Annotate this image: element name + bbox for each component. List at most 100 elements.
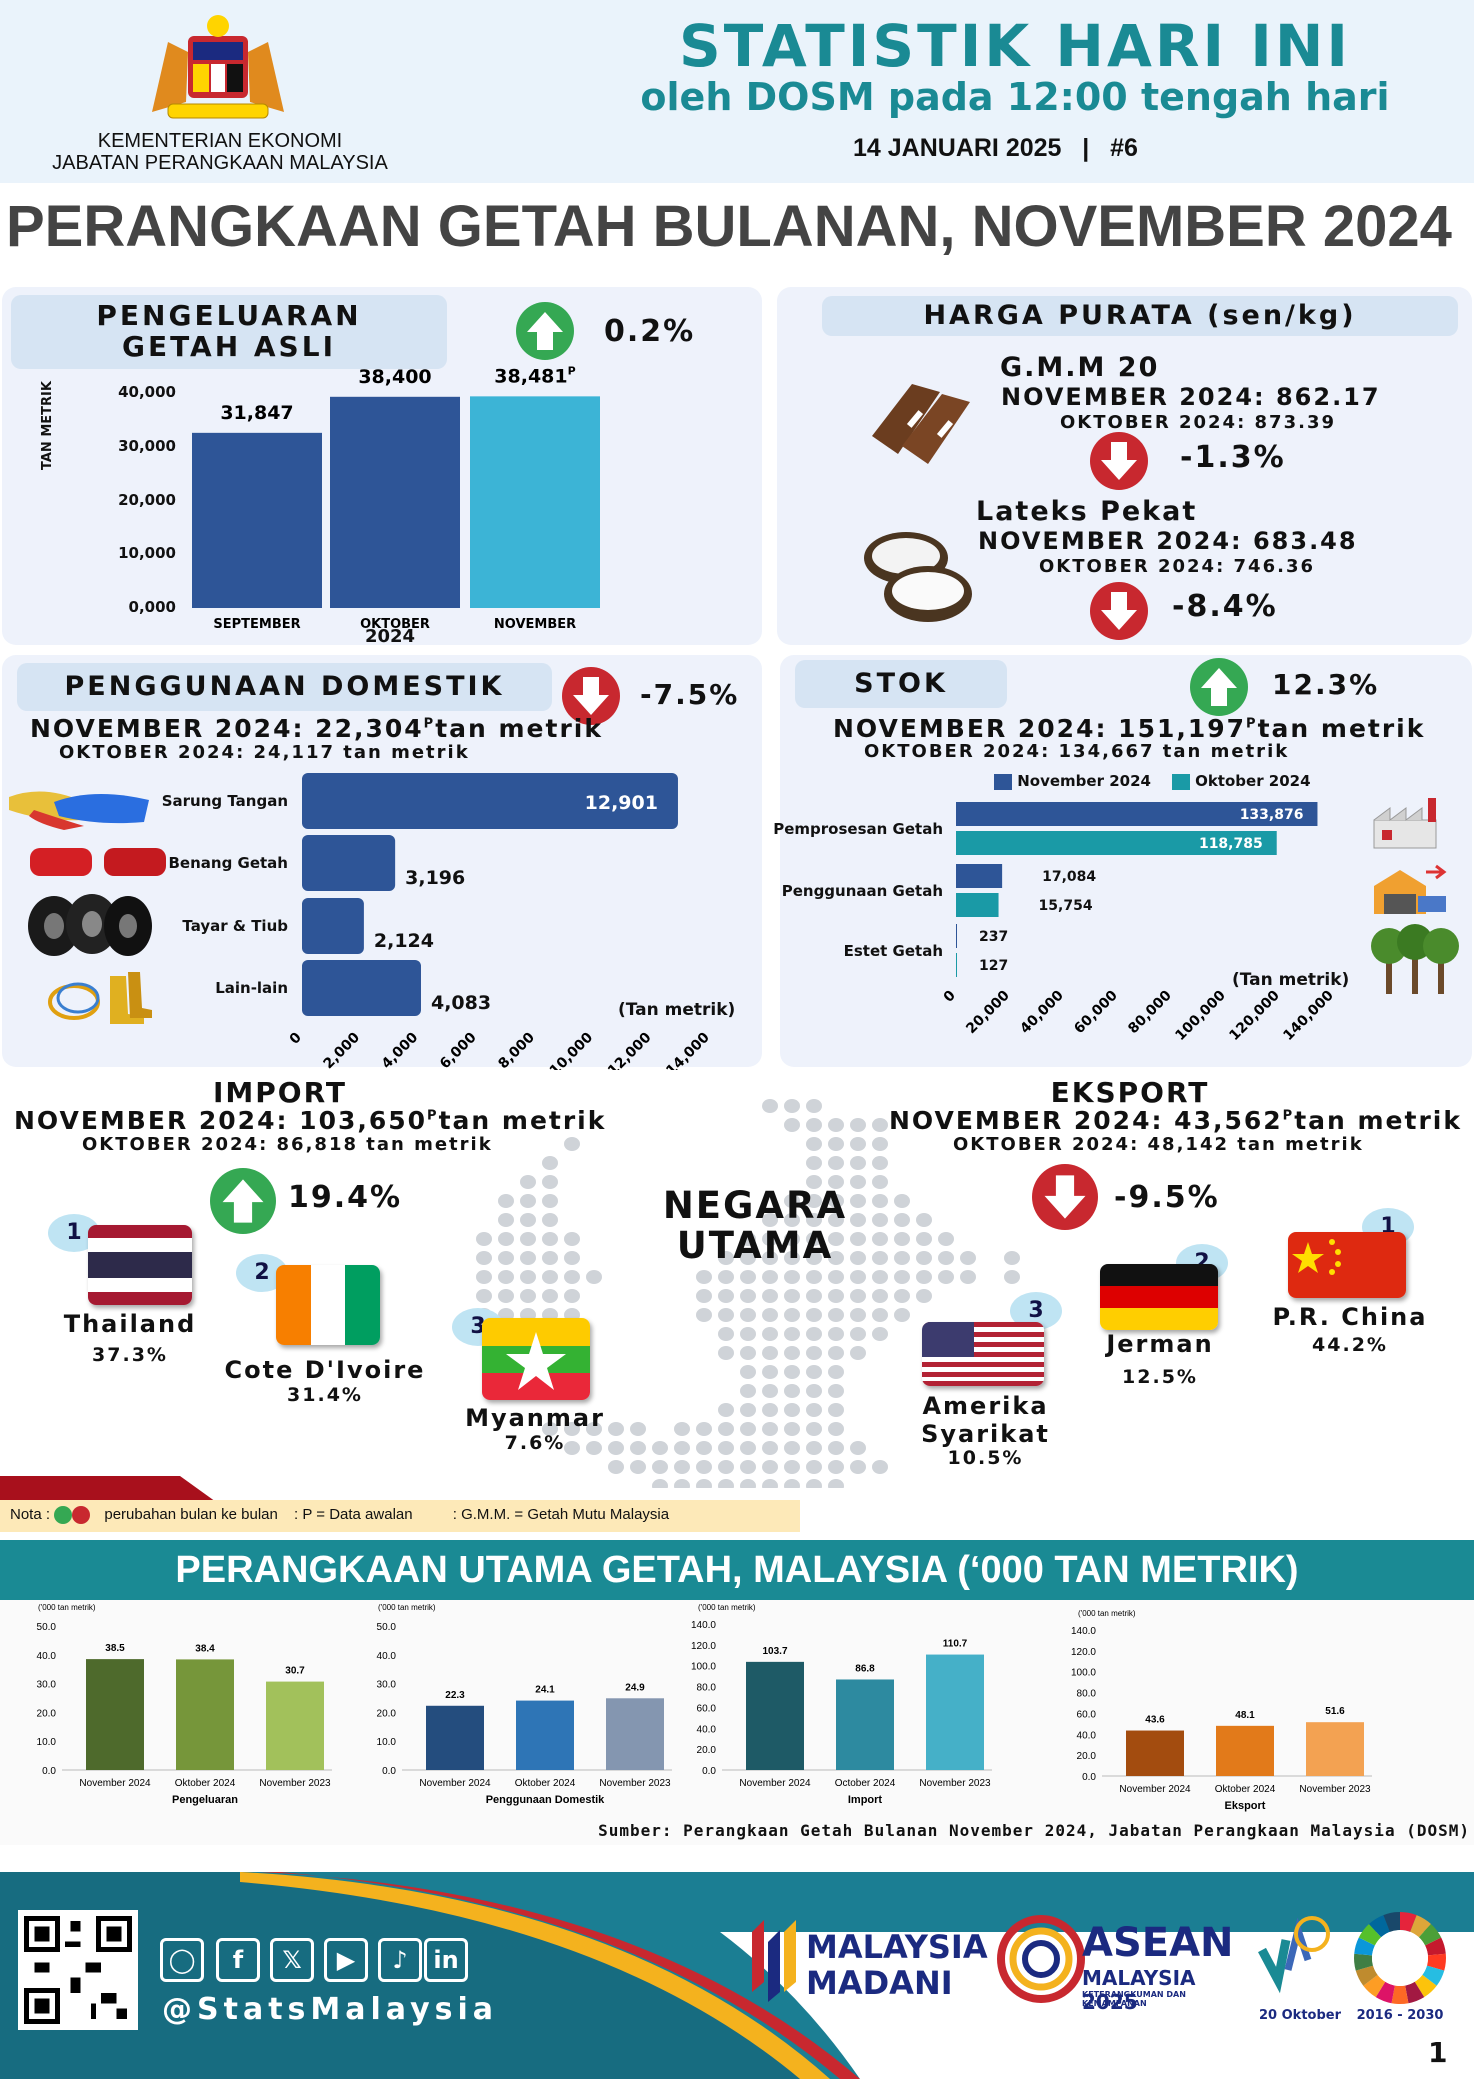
- map-dot: [762, 1232, 778, 1246]
- map-dot: [960, 1270, 976, 1284]
- gmm-oktober: OKTOBER 2024: 873.39: [1060, 412, 1336, 433]
- map-dot: [718, 1289, 734, 1303]
- map-dot: [498, 1270, 514, 1284]
- map-dot: [696, 1460, 712, 1474]
- summary-banner: PERANGKAAN UTAMA GETAH, MALAYSIA (‘000 T…: [0, 1540, 1474, 1600]
- map-dot: [542, 1194, 558, 1208]
- mini-chart-y-tick: 40.0: [697, 1724, 717, 1735]
- map-dot: [696, 1289, 712, 1303]
- stock-category-label: Estet Getah: [843, 942, 943, 960]
- import-november: NOVEMBER 2024: 103,650Ptan metrik: [14, 1106, 606, 1135]
- production-y-tick: 0,000: [128, 598, 176, 616]
- social-handle[interactable]: @StatsMalaysia: [162, 1992, 499, 2027]
- sdg-segment: [1383, 1912, 1400, 1932]
- domestic-oktober: OKTOBER 2024: 24,117 tan metrik: [59, 742, 470, 763]
- import-country-share: 37.3%: [92, 1344, 168, 1366]
- domestic-bar-value: 12,901: [585, 792, 658, 814]
- map-dot: [784, 1270, 800, 1284]
- sdg-segment: [1354, 1937, 1375, 1956]
- mini-chart-value: 103.7: [762, 1646, 787, 1657]
- export-november: NOVEMBER 2024: 43,562Ptan metrik: [889, 1106, 1462, 1135]
- stock-x-tick: 40,000: [1017, 987, 1067, 1037]
- map-dot: [872, 1460, 888, 1474]
- domestic-x-tick: 0: [287, 1029, 305, 1047]
- sdg-segment: [1405, 1981, 1425, 2004]
- main-title: PERANGKAAN GETAH BULANAN, NOVEMBER 2024: [6, 194, 1452, 259]
- youtube-icon[interactable]: ▶: [324, 1938, 368, 1982]
- mini-chart-y-tick: 0.0: [1082, 1772, 1096, 1783]
- thread-spool-icon: [24, 840, 174, 882]
- mini-chart-y-tick: 80.0: [1077, 1689, 1097, 1700]
- instagram-icon[interactable]: ◯: [160, 1938, 204, 1982]
- mini-chart-x-tick: November 2024: [739, 1778, 811, 1789]
- mini-chart-bar: [176, 1659, 234, 1770]
- latex-name: Lateks Pekat: [976, 496, 1198, 527]
- sdg-segment: [1422, 1965, 1445, 1986]
- mini-chart-unit: ('000 tan metrik): [38, 1603, 96, 1612]
- sdg-segment: [1363, 1974, 1386, 1998]
- map-dot: [850, 1251, 866, 1265]
- map-dot: [564, 1251, 580, 1265]
- stock-bar: [956, 924, 957, 948]
- map-dot: [608, 1441, 624, 1455]
- gloves-icon: [4, 782, 154, 832]
- map-dot: [784, 1479, 800, 1488]
- mini-chart-bar: [606, 1698, 664, 1770]
- mini-chart-y-tick: 40.0: [37, 1651, 57, 1662]
- latex-oktober: OKTOBER 2024: 746.36: [1039, 556, 1315, 577]
- tiktok-icon[interactable]: ♪: [378, 1938, 422, 1982]
- domestic-november: NOVEMBER 2024: 22,304Ptan metrik: [30, 714, 603, 743]
- import-country-name: Myanmar: [465, 1404, 605, 1432]
- map-dot: [498, 1194, 514, 1208]
- stock-x-tick: 100,000: [1172, 987, 1229, 1044]
- map-dot: [696, 1308, 712, 1322]
- map-dot: [476, 1289, 492, 1303]
- sdg-segment: [1391, 1985, 1409, 2004]
- map-dot: [894, 1251, 910, 1265]
- production-y-tick: 10,000: [118, 544, 176, 562]
- export-oktober: OKTOBER 2024: 48,142 tan metrik: [953, 1134, 1364, 1155]
- mini-chart-bar: [86, 1659, 144, 1770]
- map-dot: [762, 1270, 778, 1284]
- map-dot: [762, 1289, 778, 1303]
- map-dot: [784, 1346, 800, 1360]
- map-dot: [784, 1251, 800, 1265]
- map-dot: [784, 1422, 800, 1436]
- gmm-change: -1.3%: [1180, 440, 1286, 475]
- map-dot: [872, 1251, 888, 1265]
- header-date-line: 14 JANUARI 2025 | #6: [853, 134, 1138, 163]
- mini-chart-value: 30.7: [285, 1666, 305, 1677]
- mini-chart-y-tick: 40.0: [377, 1651, 397, 1662]
- mini-chart-value: 38.4: [195, 1643, 215, 1654]
- linkedin-icon[interactable]: in: [424, 1938, 468, 1982]
- stock-chart: 133,876 17,084 237 118,785 15,754 127 0 20,000 4…: [941, 802, 1337, 1044]
- export-country-share: 12.5%: [1122, 1366, 1198, 1388]
- map-dot: [762, 1251, 778, 1265]
- header-date: 14 JANUARI 2025: [853, 134, 1062, 162]
- madani-line1: MALAYSIA: [806, 1928, 988, 1966]
- mini-chart-y-tick: 120.0: [691, 1641, 716, 1652]
- map-dot: [784, 1308, 800, 1322]
- map-dot: [740, 1270, 756, 1284]
- stock-bar-value: 17,084: [1042, 869, 1096, 885]
- tyre-icon: [24, 888, 154, 958]
- mini-chart-y-tick: 0.0: [42, 1766, 56, 1777]
- map-dot: [806, 1479, 822, 1488]
- map-dot: [762, 1422, 778, 1436]
- facebook-icon[interactable]: f: [216, 1938, 260, 1982]
- mini-chart-x-tick: November 2024: [1119, 1784, 1191, 1795]
- map-dot: [674, 1460, 690, 1474]
- mini-chart-y-tick: 50.0: [377, 1622, 397, 1633]
- map-dot: [828, 1403, 844, 1417]
- mini-chart-x-tick: Oktober 2024: [175, 1778, 236, 1789]
- mini-chart-bar: [836, 1679, 894, 1770]
- x-twitter-icon[interactable]: 𝕏: [270, 1938, 314, 1982]
- map-dot: [564, 1137, 580, 1151]
- map-dot: [696, 1479, 712, 1488]
- map-dot: [762, 1441, 778, 1455]
- map-dot: [784, 1403, 800, 1417]
- map-dot: [806, 1118, 822, 1132]
- import-up-arrow-icon: [210, 1168, 276, 1234]
- production-y-tick: 40,000: [118, 383, 176, 401]
- mini-chart-value: 48.1: [1235, 1710, 1255, 1721]
